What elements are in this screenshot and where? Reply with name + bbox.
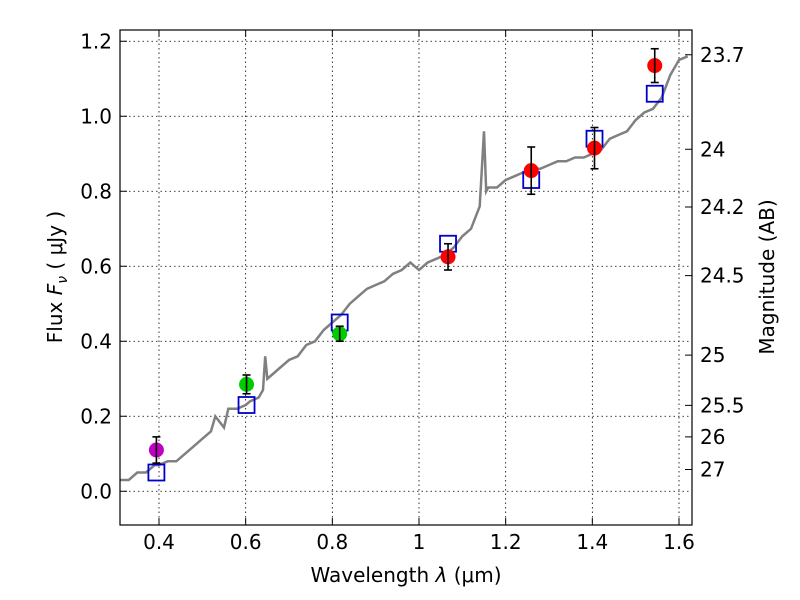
y-tick-label: 0.6	[80, 254, 112, 278]
y-tick-label: 1.0	[80, 104, 112, 128]
x-tick-label: 0.6	[230, 530, 262, 554]
grid	[120, 30, 692, 525]
x-axis-title: Wavelength λ (μm)	[310, 563, 501, 587]
y2-tick-label: 23.7	[700, 43, 745, 67]
x-tick-label: 1.6	[663, 530, 695, 554]
y2-tick-label: 27	[700, 458, 725, 482]
y-axis-title: Flux Fν ( μJy )	[43, 211, 71, 343]
model-photometry-square	[237, 396, 256, 414]
y2-tick-label: 25	[700, 343, 725, 367]
x-tick-label: 0.8	[316, 530, 348, 554]
y-tick-label: 0.2	[80, 404, 112, 428]
x-tick-label: 1.4	[576, 530, 608, 554]
y-tick-label: 1.2	[80, 29, 112, 53]
model-photometry-square	[147, 463, 166, 482]
y2-tick-label: 25.5	[700, 393, 745, 417]
y2-tick-label: 26	[700, 425, 725, 449]
tick-labels: 0.4 0.6 0.8 1 1.2 1.4 1.6 0.0 0.2 0.4 0.6 0.8 1.0 1.2…	[80, 29, 744, 554]
y-tick-label: 0.0	[80, 479, 112, 503]
model-photometry-square	[645, 84, 664, 103]
y-tick-label: 0.8	[80, 179, 112, 203]
x-tick-label: 1.2	[490, 530, 522, 554]
observed-points-layer	[148, 47, 663, 464]
y-tick-label: 0.4	[80, 329, 112, 353]
x-tick-label: 0.4	[143, 530, 175, 554]
y2-tick-label: 24	[700, 137, 725, 161]
axis-ticks	[120, 30, 692, 525]
x-tick-label: 1	[413, 530, 426, 554]
y2-tick-label: 24.5	[700, 264, 745, 288]
plot-frame	[119, 29, 693, 526]
y2-tick-label: 24.2	[700, 195, 745, 219]
y2-axis-title: Magnitude (AB)	[755, 199, 779, 354]
